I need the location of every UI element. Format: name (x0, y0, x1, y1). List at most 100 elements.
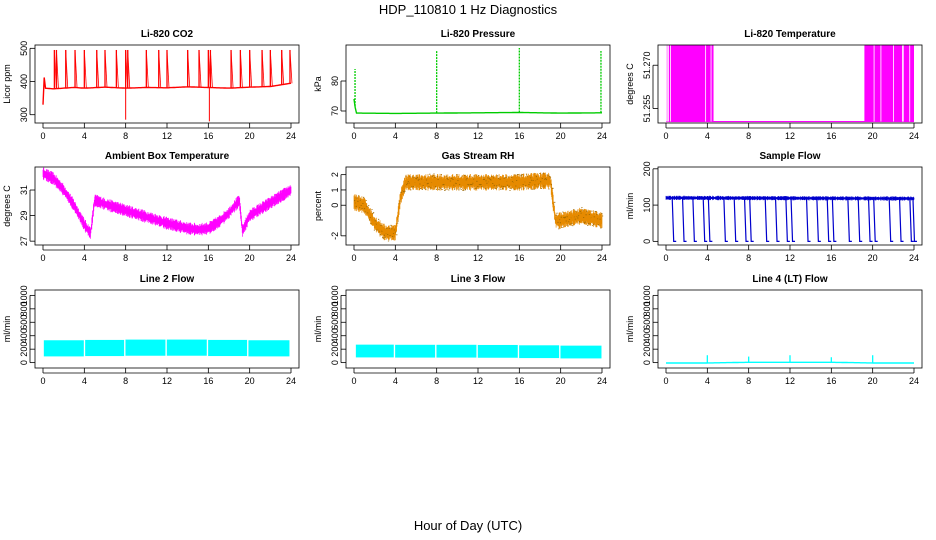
spike-fall (198, 49, 202, 88)
spike-fall (65, 49, 69, 89)
x-tick-label: 16 (826, 131, 836, 141)
spike-fall (269, 49, 273, 87)
panel-title: Line 2 Flow (140, 274, 195, 285)
x-tick-label: 16 (826, 253, 836, 263)
x-tick-label: 12 (785, 131, 795, 141)
panel-1: Li-820 CO2 Licor ppm 0 4 8 12 16 20 24 300 400 500 (2, 29, 300, 141)
y-tick-label: 1 (330, 187, 340, 192)
panel-title: Line 4 (LT) Flow (752, 274, 828, 285)
oscillation-band (864, 45, 914, 122)
x-tick-label: 16 (203, 253, 213, 263)
x-tick-label: 8 (123, 376, 128, 386)
x-tick-label: 4 (393, 131, 398, 141)
flow-drop (790, 198, 796, 242)
series-line (353, 180, 603, 234)
oscillation-band (666, 45, 714, 122)
x-axis-label: Hour of Day (UTC) (413, 518, 523, 533)
x-tick-label: 8 (434, 131, 439, 141)
x-tick-label: 4 (705, 253, 710, 263)
y-tick-label: 51.255 (642, 95, 652, 123)
y-tick-label: 29 (19, 211, 29, 221)
y-tick-label: 400 (642, 328, 652, 343)
x-tick-label: 12 (473, 376, 483, 386)
y-tick-label: 0 (19, 360, 29, 365)
x-tick-label: 8 (746, 376, 751, 386)
y-axis-label: ml/min (313, 316, 323, 343)
x-tick-label: 4 (393, 253, 398, 263)
x-tick-label: 0 (663, 253, 668, 263)
y-tick-label: 600 (19, 315, 29, 330)
x-tick-label: 20 (868, 376, 878, 386)
flow-drop (873, 198, 878, 242)
y-axis-label: ml/min (625, 193, 635, 220)
flow-drop (692, 197, 697, 242)
flow-drop (785, 198, 790, 242)
panel-6: Sample Flow ml/min 0 4 8 12 16 20 24 0 100 200 (625, 151, 923, 263)
noise-trace (42, 167, 292, 239)
plot-area (355, 344, 602, 359)
y-tick-label: 400 (19, 74, 29, 89)
y-tick-label: 80 (330, 76, 340, 86)
x-tick-label: 0 (663, 376, 668, 386)
flow-drop (723, 197, 728, 242)
x-tick-label: 4 (705, 131, 710, 141)
y-tick-label: 1000 (19, 285, 29, 305)
spike-fall (74, 49, 78, 88)
spike-fall (239, 49, 243, 88)
spike-fall (104, 49, 108, 88)
flow-band (166, 339, 207, 356)
series-line (666, 361, 914, 364)
flow-band (560, 345, 602, 359)
flow-band (436, 344, 477, 358)
x-tick-label: 20 (245, 376, 255, 386)
flow-drop (749, 198, 754, 242)
page-title: HDP_110810 1 Hz Diagnostics (378, 2, 558, 17)
x-tick-label: 12 (162, 253, 172, 263)
x-tick-label: 0 (40, 131, 45, 141)
flow-drop (847, 198, 852, 242)
y-tick-label: 0 (330, 360, 340, 365)
y-axis-label: percent (313, 190, 323, 221)
x-tick-label: 0 (351, 253, 356, 263)
x-tick-label: 0 (40, 253, 45, 263)
noise-trace (353, 172, 603, 241)
x-tick-label: 8 (434, 376, 439, 386)
spike-fall (166, 49, 170, 88)
series-line (666, 197, 914, 199)
plot-area (353, 172, 604, 242)
y-tick-label: 0 (330, 203, 340, 208)
flow-band (43, 340, 84, 357)
flow-band (519, 345, 560, 359)
spike-fall (127, 49, 131, 89)
x-tick-label: 24 (909, 131, 919, 141)
x-tick-label: 0 (663, 131, 668, 141)
panel-title: Sample Flow (759, 151, 820, 162)
flow-drop (888, 198, 894, 242)
y-tick-label: 31 (19, 185, 29, 195)
y-tick-label: 800 (642, 301, 652, 316)
x-tick-label: 8 (123, 253, 128, 263)
spike-fall (187, 49, 191, 87)
spike-fall (261, 49, 265, 87)
plot-area (42, 49, 293, 122)
x-tick-label: 12 (473, 253, 483, 263)
x-tick-label: 0 (351, 376, 356, 386)
panel-7: Line 2 Flow ml/min 0 4 8 12 16 20 24 0 20040060080… (2, 274, 300, 386)
flow-band (85, 339, 125, 357)
x-tick-label: 24 (286, 253, 296, 263)
x-tick-label: 4 (82, 253, 87, 263)
y-tick-label: 0 (642, 239, 652, 244)
y-tick-label: 27 (19, 236, 29, 246)
y-axis-label: kPa (313, 76, 323, 92)
x-tick-label: 20 (868, 131, 878, 141)
flow-drop (826, 198, 832, 242)
spike-fall (230, 49, 234, 89)
x-tick-label: 16 (203, 131, 213, 141)
panel-title: Gas Stream RH (442, 151, 515, 162)
flow-band (208, 339, 248, 357)
spike-fall (96, 49, 100, 88)
plot-area (353, 48, 602, 115)
spike-fall (158, 49, 162, 88)
